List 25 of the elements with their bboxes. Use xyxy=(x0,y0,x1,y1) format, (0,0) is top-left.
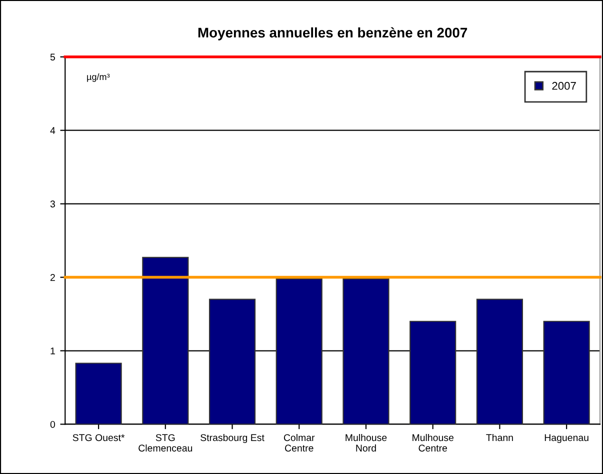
bar xyxy=(208,298,256,424)
x-tick-label: Strasbourg Est xyxy=(200,434,264,444)
y-tick-label: 0 xyxy=(50,420,56,428)
chart-title: Moyennes annuelles en benzène en 2007 xyxy=(198,27,468,40)
y-tick-label: 1 xyxy=(50,348,55,354)
bar xyxy=(410,320,456,424)
bar xyxy=(342,278,390,424)
x-tick-label: Mulhouse Nord xyxy=(346,434,387,452)
x-tick-label: Haguenau xyxy=(544,434,588,444)
x-tick-label: STG Ouest* xyxy=(72,434,125,442)
y-tick-label: 2 xyxy=(50,274,55,281)
y-tick-label: 4 xyxy=(50,127,56,134)
bar xyxy=(276,278,322,424)
bar xyxy=(142,256,189,424)
bar xyxy=(476,298,523,424)
x-tick-label: Mulhouse Centre xyxy=(412,434,454,452)
legend-label: 2007 xyxy=(552,82,576,90)
x-tick-label: Colmar Centre xyxy=(284,434,315,452)
bar xyxy=(543,320,590,424)
y-axis-title: µg/m³ xyxy=(87,73,110,82)
x-tick-label: STG Clemenceau xyxy=(138,434,192,452)
x-tick-label: Thann xyxy=(486,434,513,442)
bar xyxy=(75,362,122,424)
y-tick-label: 5 xyxy=(50,54,55,60)
y-tick-label: 3 xyxy=(50,200,55,208)
